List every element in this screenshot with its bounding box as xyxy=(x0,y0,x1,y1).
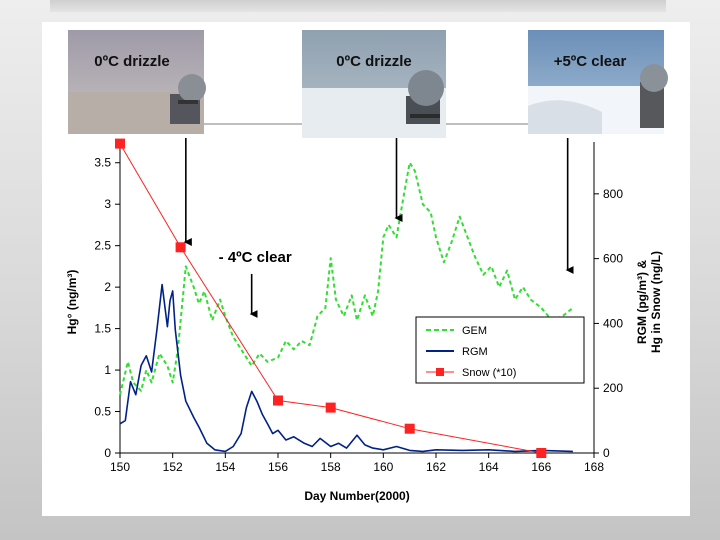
y-right-axis-title-line2: Hg in Snow (ng/L) xyxy=(649,251,663,353)
photo-label-1: 0ºC drizzle xyxy=(94,53,170,70)
legend-rgm-label: RGM xyxy=(462,346,488,358)
photo-drizzle-1 xyxy=(68,30,206,134)
y-right-axis-title-line1: RGM (pg/m³) & xyxy=(635,260,649,344)
y-right-tick-label: 0 xyxy=(603,446,610,460)
y-left-tick-label: 2 xyxy=(104,280,111,294)
y-right-tick-label: 200 xyxy=(603,381,623,395)
x-tick-label: 160 xyxy=(373,460,393,474)
plot-area xyxy=(119,142,595,454)
y-left-tick-label: 1.5 xyxy=(94,322,111,336)
snow-marker xyxy=(273,395,283,406)
snow-marker xyxy=(175,242,186,253)
x-tick-label: 168 xyxy=(584,460,604,474)
y-left-tick-label: 0.5 xyxy=(94,405,111,419)
chart: 0ºC drizzle 0ºC drizzle +5ºC clear 150 15… xyxy=(65,30,668,503)
snow-marker xyxy=(325,402,336,413)
y-left-tick-label: 1 xyxy=(104,363,111,377)
x-tick-label: 152 xyxy=(163,460,183,474)
legend-gem-label: GEM xyxy=(462,325,487,337)
snow-marker xyxy=(404,423,415,434)
y-left-tick-label: 3 xyxy=(104,197,111,211)
x-axis-title: Day Number(2000) xyxy=(304,489,409,503)
y-right-tick-label: 400 xyxy=(603,316,623,330)
photo-drizzle-2 xyxy=(302,30,446,138)
series-line-rgm xyxy=(119,283,573,453)
x-tick-label: 166 xyxy=(531,460,551,474)
snow-marker xyxy=(536,448,547,458)
photo-label-3: +5ºC clear xyxy=(554,53,627,70)
y-left-tick-label: 0 xyxy=(104,446,111,460)
series-line-snow-10 xyxy=(119,143,542,454)
x-tick-label: 162 xyxy=(426,460,446,474)
photo-clear xyxy=(528,30,668,134)
x-tick-label: 154 xyxy=(215,460,235,474)
y-left-tick-label: 3.5 xyxy=(94,156,111,170)
legend: GEM RGM Snow (*10) xyxy=(415,316,585,384)
y-left-tick-label: 2.5 xyxy=(94,239,111,253)
y-right-tick-label: 800 xyxy=(603,187,623,201)
slide-top-bar xyxy=(50,0,666,12)
axis-ticks: 150 152 154 156 158 160 162 164 166 16800.511.522… xyxy=(94,156,623,474)
y-left-axis-title: Hg° (ng/m³) xyxy=(65,270,79,335)
slide-canvas: 0ºC drizzle 0ºC drizzle +5ºC clear 150 15… xyxy=(42,22,690,516)
x-tick-label: 164 xyxy=(479,460,499,474)
legend-snow-label: Snow (*10) xyxy=(462,367,516,379)
annotation-layer: - 4ºC clear xyxy=(183,138,574,318)
x-tick-label: 150 xyxy=(110,460,130,474)
legend-snow-swatch-marker xyxy=(436,368,444,376)
series-layer xyxy=(115,138,574,458)
snow-marker xyxy=(115,138,125,149)
annotation-label-minus4: - 4ºC clear xyxy=(219,249,292,266)
y-right-tick-label: 600 xyxy=(603,252,623,266)
x-tick-label: 158 xyxy=(321,460,341,474)
photo-label-2: 0ºC drizzle xyxy=(336,53,412,70)
x-tick-label: 156 xyxy=(268,460,288,474)
